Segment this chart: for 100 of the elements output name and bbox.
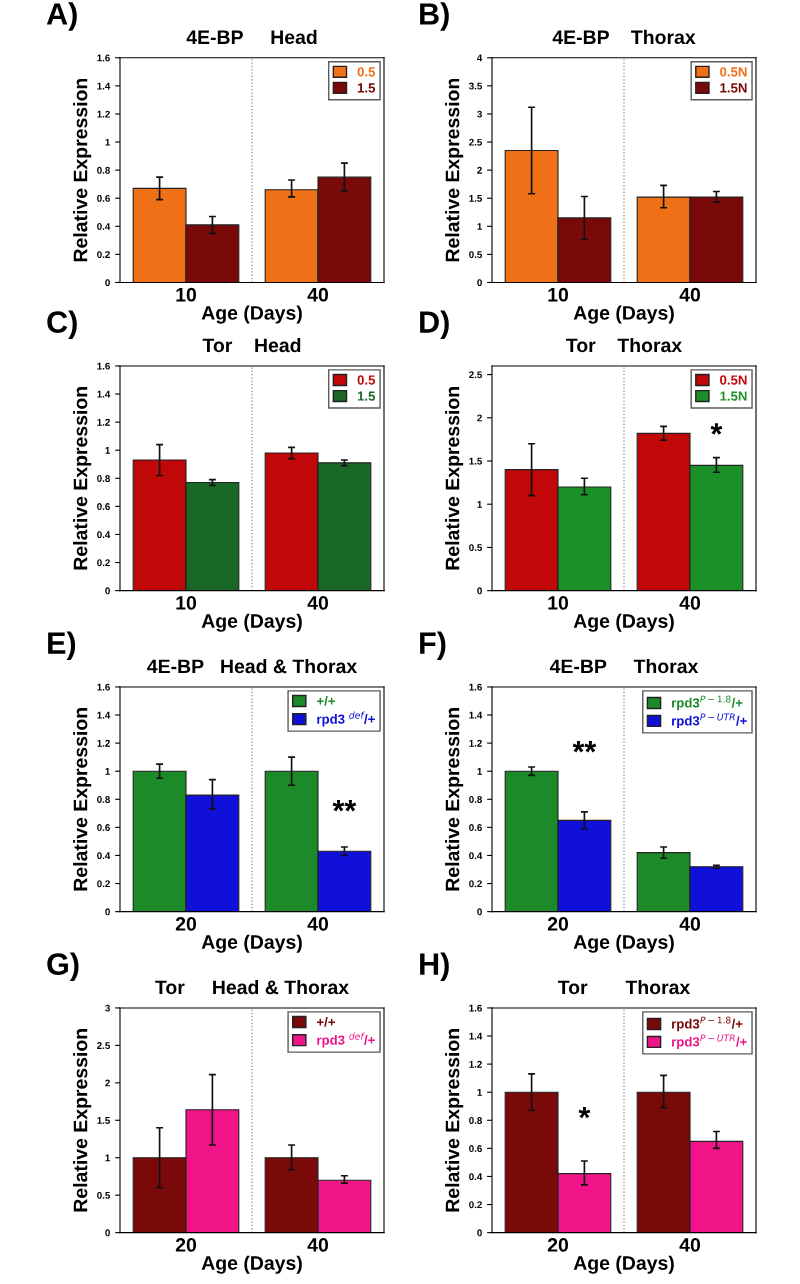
chart-title: 4E-BP Thorax: [552, 29, 696, 45]
y-tick-label: 0.8: [97, 796, 110, 803]
y-tick-label: 1.4: [97, 390, 111, 398]
y-tick-label: 1.6: [469, 1004, 482, 1012]
y-tick-label: 3: [477, 110, 482, 118]
y-axis-title: Relative Expression: [73, 1029, 92, 1212]
y-tick-label: 1.6: [97, 683, 110, 691]
chart-title: Tor Thorax: [557, 979, 691, 995]
y-tick-label: 0.6: [469, 824, 482, 831]
y-tick-label: 0.2: [469, 1201, 482, 1209]
y-tick-label: 3.5: [468, 82, 483, 90]
y-tick-label: 1.4: [97, 82, 111, 90]
x-axis-title: Age (Days): [573, 613, 674, 632]
y-tick-label: 1: [105, 447, 111, 454]
y-tick-label: 0.6: [97, 194, 110, 202]
y-tick-label: 0: [477, 587, 482, 595]
y-axis-title: Relative Expression: [445, 708, 464, 891]
x-tick-label: 20: [175, 1238, 197, 1252]
y-tick-label: 1.2: [469, 739, 482, 747]
x-tick-label: 20: [175, 917, 197, 931]
legend-label: 1.5N: [720, 83, 747, 93]
x-axis-title: Age (Days): [201, 613, 302, 632]
y-tick-label: 1.6: [97, 54, 110, 62]
y-axis-title: Relative Expression: [73, 387, 92, 570]
y-tick-label: 2.5: [469, 371, 483, 379]
chart-title: 4E-BP Thorax: [549, 658, 699, 674]
x-axis-title: Age (Days): [573, 305, 674, 324]
y-tick-label: 0.5: [469, 251, 483, 259]
y-tick-label: 4: [477, 54, 483, 62]
legend-label: rpd3$^{P−UTR}$/+: [672, 713, 747, 729]
x-tick-label: 40: [307, 287, 329, 302]
x-axis-title: Age (Days): [201, 305, 302, 324]
x-tick-label: 10: [176, 596, 197, 610]
y-tick-label: 0: [105, 279, 110, 287]
legend-label: 0.5: [357, 67, 376, 77]
x-tick-label: 40: [307, 917, 329, 931]
y-tick-label: 1.2: [469, 1060, 482, 1068]
annotation: *: [710, 423, 723, 435]
y-axis-title: Relative Expression: [73, 78, 92, 262]
x-tick-label: 20: [547, 1238, 569, 1252]
y-tick-label: 0.6: [97, 503, 110, 510]
y-tick-label: 1: [477, 768, 483, 775]
x-tick-label: 40: [679, 596, 701, 610]
chart-title: Tor Thorax: [566, 337, 683, 353]
x-tick-label: 40: [307, 596, 329, 610]
y-tick-label: 0.8: [469, 796, 482, 803]
y-tick-label: 0.4: [469, 852, 483, 860]
y-tick-label: 1.5: [469, 195, 483, 202]
y-tick-label: 0.2: [469, 880, 482, 888]
x-tick-label: 40: [679, 1238, 701, 1252]
x-tick-label: 10: [176, 287, 197, 302]
y-tick-label: 0: [477, 279, 482, 287]
y-tick-label: 0.8: [97, 166, 110, 174]
legend-label: rpd3$^{P−UTR}$/+: [672, 1034, 747, 1050]
text: C): [47, 310, 77, 339]
y-tick-label: 0.6: [97, 824, 110, 831]
y-tick-label: 1: [105, 1154, 111, 1162]
y-tick-label: 0: [105, 587, 110, 595]
x-tick-label: 10: [548, 287, 569, 302]
y-tick-label: 1.2: [97, 418, 110, 426]
y-tick-label: 0.4: [97, 852, 111, 860]
y-tick-label: 0.4: [97, 531, 111, 539]
y-tick-label: 1.6: [97, 362, 110, 370]
x-axis-title: Age (Days): [573, 934, 674, 953]
y-tick-label: 1: [105, 768, 111, 775]
x-tick-label: 20: [547, 917, 569, 931]
y-tick-label: 0.5: [469, 544, 483, 552]
y-tick-label: 1.6: [469, 683, 482, 691]
legend-label: rpd3 $^{def}$/+: [317, 711, 375, 727]
chart-title: Tor Head: [202, 337, 301, 353]
x-tick-label: 10: [548, 596, 569, 610]
y-axis-title: Relative Expression: [445, 78, 464, 262]
y-tick-label: 2: [477, 166, 482, 174]
y-tick-label: 1: [477, 1089, 483, 1096]
chart-title: Tor Head & Thorax: [155, 979, 349, 995]
x-tick-label: 40: [307, 1238, 329, 1252]
legend-label: 1.5: [357, 83, 376, 93]
annotation: *: [578, 1106, 591, 1119]
y-tick-label: 1.2: [97, 110, 110, 118]
legend-label: +/+: [317, 695, 335, 706]
y-tick-label: 1: [477, 501, 483, 508]
y-tick-label: 1.2: [97, 739, 110, 747]
legend-label: 0.5N: [720, 375, 747, 385]
x-axis-title: Age (Days): [201, 934, 302, 953]
x-tick-label: 40: [679, 287, 701, 302]
y-tick-label: 0.2: [97, 251, 110, 259]
text: B): [420, 2, 449, 31]
text: G): [47, 952, 79, 981]
y-tick-label: 1.4: [469, 711, 483, 719]
y-tick-label: 2: [477, 414, 482, 422]
legend-label: rpd3 $^{def}$/+: [317, 1032, 375, 1048]
x-tick-label: 40: [679, 917, 701, 931]
y-tick-label: 0.8: [97, 475, 110, 482]
text: E): [48, 631, 76, 660]
annotation: **: [572, 741, 597, 753]
y-tick-label: 0: [477, 908, 482, 916]
y-tick-label: 2: [105, 1079, 110, 1087]
y-tick-label: 0.2: [97, 880, 110, 888]
annotation: **: [332, 800, 357, 812]
y-tick-label: 2.5: [97, 1042, 111, 1050]
